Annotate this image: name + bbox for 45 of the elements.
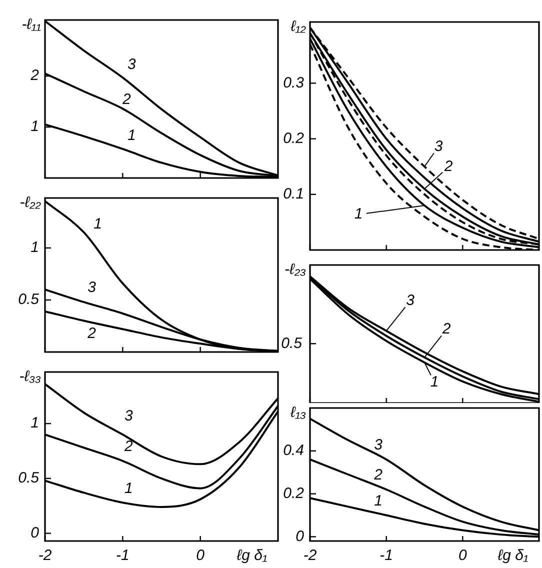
y-tick-label: 0.2	[283, 484, 305, 502]
y-tick-label: 1	[30, 118, 39, 136]
series-label: 1	[374, 492, 383, 510]
y-tick-label: 1	[30, 414, 39, 432]
series-label: 2	[373, 466, 384, 484]
x-tick-label: -2	[38, 547, 52, 564]
text: 1	[354, 206, 363, 223]
x-axis-title: ℓg δ₁	[236, 547, 268, 564]
series-label: 3	[406, 292, 416, 310]
y-axis-title: -ℓ₂₃	[284, 261, 306, 278]
series-label: 3	[374, 436, 384, 454]
y-tick-label: 0.3	[283, 74, 305, 92]
legend-label: 1	[430, 374, 439, 391]
x-tick-label: -1	[380, 547, 394, 564]
series-label: 2	[121, 90, 132, 108]
series-label: 1	[124, 480, 133, 497]
y-tick-label: 0.1	[283, 186, 304, 203]
series-label: 1	[127, 127, 136, 144]
series-label: 3	[434, 138, 444, 155]
series-label: 2	[441, 320, 452, 338]
series-label: 3	[124, 408, 134, 425]
series-label: 1	[94, 216, 102, 233]
y-axis-title: ℓ₁₃	[289, 404, 306, 422]
y-axis-title: -ℓ₂₂	[20, 194, 42, 212]
y-tick-label: 0.2	[283, 130, 305, 147]
x-tick-label: -1	[116, 547, 130, 564]
y-tick-label: 0.4	[283, 442, 304, 460]
y-tick-label: 0	[30, 524, 40, 542]
x-tick-label: 0	[196, 547, 206, 564]
y-tick-label: 1	[30, 239, 39, 256]
y-tick-label: 0.5	[18, 470, 40, 487]
series-label: 2	[86, 324, 97, 342]
x-tick-label: -2	[303, 547, 318, 564]
y-tick-label: 0	[296, 528, 305, 545]
series-label: 3	[88, 279, 97, 296]
x-tick-label: 0	[458, 547, 468, 564]
series-label: 3	[127, 56, 136, 73]
y-axis-title: ℓ₁₂	[290, 18, 306, 36]
y-axis-title: -ℓ₃₃	[19, 368, 42, 386]
series-label: 2	[123, 438, 134, 456]
legend-label: 2	[443, 158, 454, 175]
y-tick-label: 2	[30, 67, 40, 84]
y-axis-title: -ℓ₁₁	[22, 16, 42, 34]
x-axis-title: ℓg δ₁	[496, 547, 528, 564]
y-tick-label: 0.5	[18, 291, 40, 308]
